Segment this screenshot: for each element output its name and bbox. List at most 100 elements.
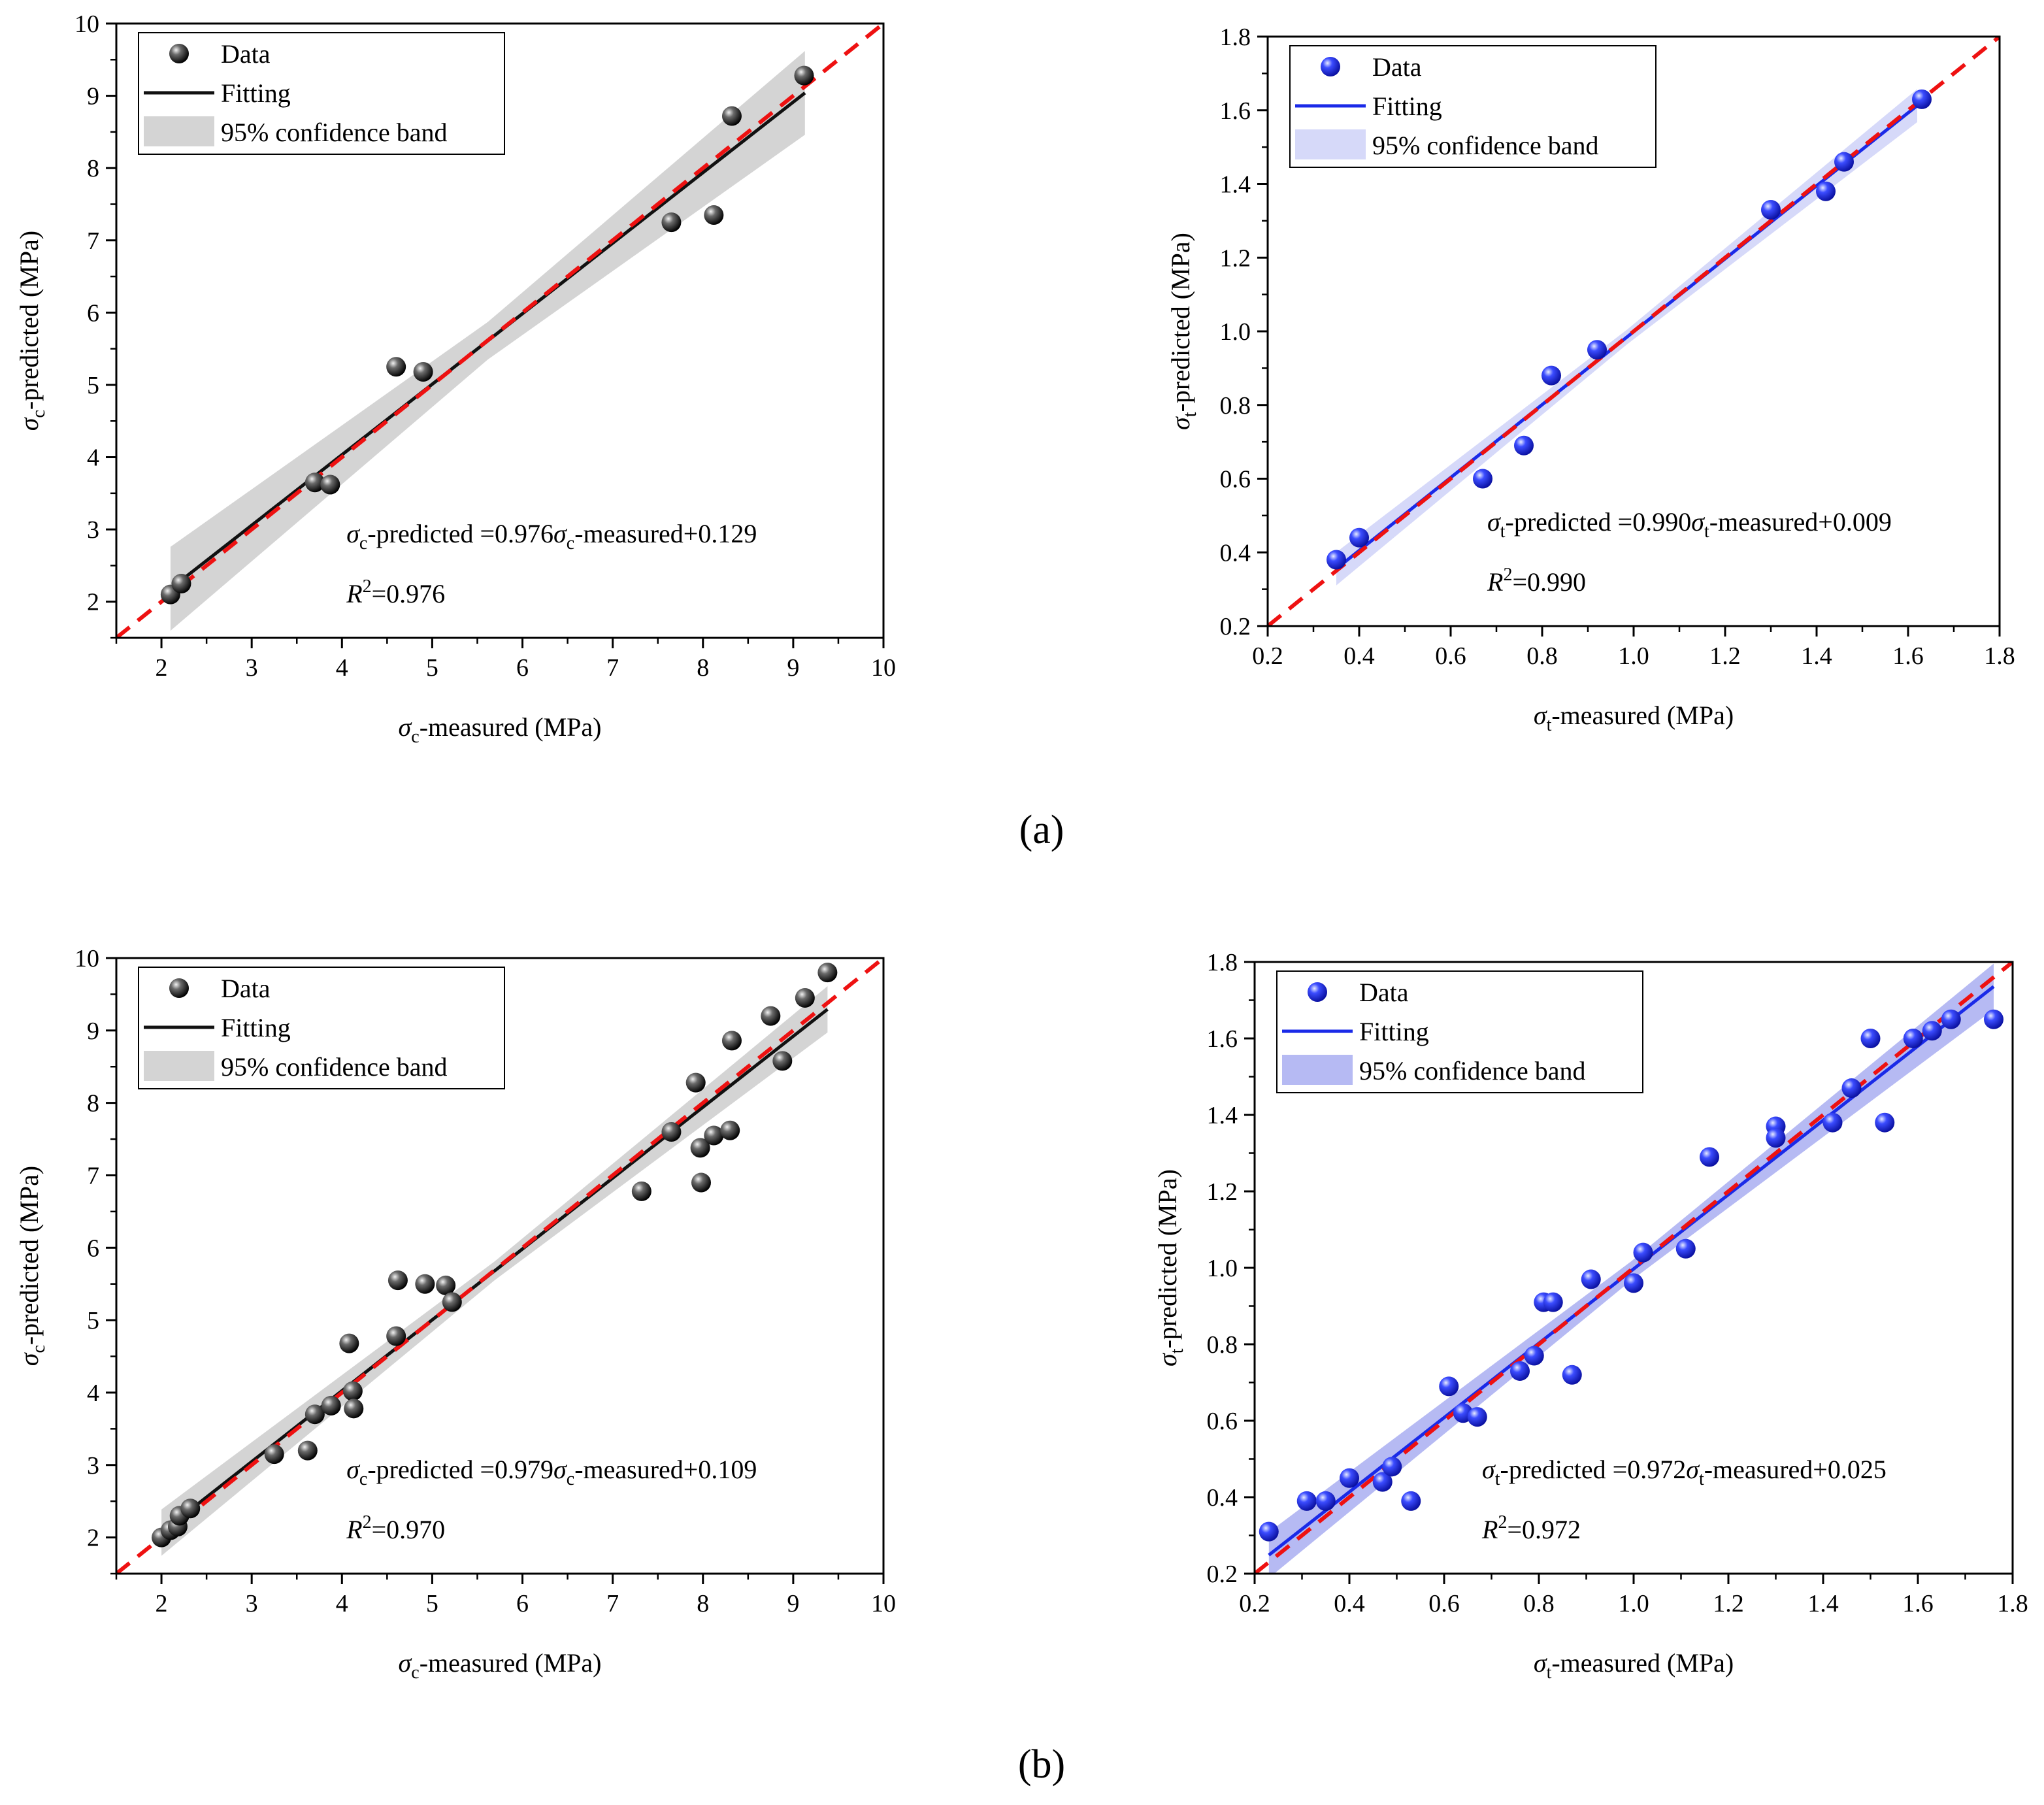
x-axis-label: σc-measured (MPa) [399, 1648, 602, 1683]
y-tick-label: 6 [87, 299, 99, 327]
x-tick-label: 4 [336, 1590, 348, 1617]
y-tick-label: 1.8 [1207, 949, 1238, 976]
axes-frame [115, 957, 885, 1575]
x-tick-label: 1.6 [1902, 1590, 1934, 1617]
legend-data-marker [169, 978, 189, 998]
y-tick-label: 0.6 [1207, 1408, 1238, 1435]
legend-data-marker [169, 44, 189, 63]
y-tick-label: 3 [87, 1452, 99, 1480]
legend-fit-label: Fitting [221, 1013, 291, 1042]
data-point [795, 987, 815, 1008]
x-tick-label: 0.2 [1239, 1590, 1270, 1617]
x-tick-label: 6 [516, 1590, 529, 1617]
identity-line [1255, 962, 2013, 1574]
data-point [1401, 1491, 1421, 1511]
r-squared: R2=0.976 [346, 576, 445, 608]
regression-equation: σc-predicted =0.976σc-measured+0.129 [346, 519, 757, 554]
legend-band-label: 95% confidence band [221, 118, 448, 147]
data-point [1922, 1021, 1942, 1041]
x-tick-label: 3 [246, 1590, 258, 1617]
chart-a-tensile: 0.2 0.4 0.6 0.8 1.0 1.2 1.4 1.6 1.8 0.2 0.4 0.6 0.8 1… [1166, 24, 2015, 735]
data-point [1860, 1029, 1881, 1048]
x-tick-label: 7 [606, 1590, 619, 1617]
data-point [297, 1440, 318, 1461]
x-tick-label: 1.0 [1618, 1590, 1649, 1617]
legend-data-marker [1321, 57, 1340, 76]
data-point [1984, 1009, 2003, 1029]
y-tick-label: 1.6 [1220, 97, 1251, 125]
data-point [721, 1031, 742, 1051]
x-tick-label: 1.6 [1892, 642, 1924, 670]
x-tick-label: 5 [426, 654, 438, 682]
y-tick-label: 0.2 [1207, 1561, 1238, 1588]
y-tick-label: 2 [87, 1525, 99, 1552]
data-point [1541, 365, 1561, 386]
legend: Data Fitting 95% confidence band [1289, 45, 1657, 168]
legend-band-swatch [144, 1051, 214, 1081]
y-tick-label: 6 [87, 1234, 99, 1262]
y-tick-label: 1.2 [1207, 1178, 1238, 1206]
x-tick-label: 9 [787, 1590, 799, 1617]
x-tick-label: 6 [516, 654, 529, 682]
y-tick-label: 1.0 [1220, 318, 1251, 346]
data-point [1382, 1457, 1402, 1477]
r-squared: R2=0.990 [1487, 565, 1586, 597]
y-tick-label: 10 [74, 945, 99, 972]
data-point [1903, 1029, 1923, 1048]
legend-data-label: Data [1372, 52, 1422, 82]
data-point [1624, 1273, 1643, 1293]
data-point [1633, 1242, 1653, 1263]
data-point [1912, 89, 1932, 109]
data-point [1841, 1078, 1862, 1099]
y-tick-label: 10 [74, 10, 99, 38]
data-point [720, 1120, 740, 1140]
x-tick-label: 0.8 [1526, 642, 1558, 670]
x-tick-label: 2 [156, 1590, 168, 1617]
data-point [1467, 1407, 1487, 1427]
x-tick-label: 2 [156, 654, 168, 682]
x-axis-label: σt-measured (MPa) [1534, 1648, 1734, 1683]
legend: Data Fitting 95% confidence band [1276, 970, 1643, 1093]
data-point [1340, 1468, 1359, 1488]
x-tick-label: 0.4 [1334, 1590, 1365, 1617]
data-point [1766, 1128, 1786, 1148]
y-tick-label: 8 [87, 155, 99, 182]
legend: Data Fitting 95% confidence band [138, 32, 505, 155]
data-point [761, 1006, 781, 1026]
y-tick-label: 1.8 [1220, 24, 1251, 51]
y-tick-label: 1.2 [1220, 244, 1251, 272]
y-tick-label: 4 [87, 1380, 99, 1407]
r-squared: R2=0.972 [1481, 1512, 1581, 1544]
x-tick-label: 1.2 [1713, 1590, 1744, 1617]
data-point [413, 362, 433, 382]
data-point [1315, 1491, 1336, 1511]
data-point [1761, 199, 1781, 220]
x-tick-label: 1.8 [1984, 642, 2015, 670]
x-tick-label: 1.4 [1807, 1590, 1839, 1617]
x-tick-label: 7 [606, 654, 619, 682]
data-point [1562, 1365, 1582, 1385]
data-point [1675, 1238, 1696, 1259]
x-tick-label: 0.4 [1343, 642, 1375, 670]
data-point [1349, 527, 1369, 548]
y-tick-label: 3 [87, 516, 99, 544]
data-point [342, 1381, 363, 1401]
data-point [1259, 1521, 1279, 1542]
data-point [1296, 1491, 1317, 1511]
data-point [180, 1499, 201, 1519]
y-axis-label: σt-predicted (MPa) [1153, 1169, 1187, 1366]
y-tick-label: 0.4 [1207, 1484, 1238, 1512]
x-tick-label: 4 [336, 654, 348, 682]
data-point [691, 1172, 712, 1193]
y-tick-label: 0.8 [1207, 1331, 1238, 1359]
identity-line [1268, 37, 2000, 626]
x-tick-label: 0.2 [1252, 642, 1283, 670]
data-point [1834, 152, 1854, 172]
confidence-band [1268, 963, 1994, 1574]
legend-band-swatch [1282, 1055, 1353, 1085]
data-point [320, 474, 340, 495]
r-squared: R2=0.970 [346, 1512, 445, 1544]
data-point [1473, 469, 1492, 489]
y-tick-label: 2 [87, 589, 99, 616]
x-tick-label: 9 [787, 654, 799, 682]
